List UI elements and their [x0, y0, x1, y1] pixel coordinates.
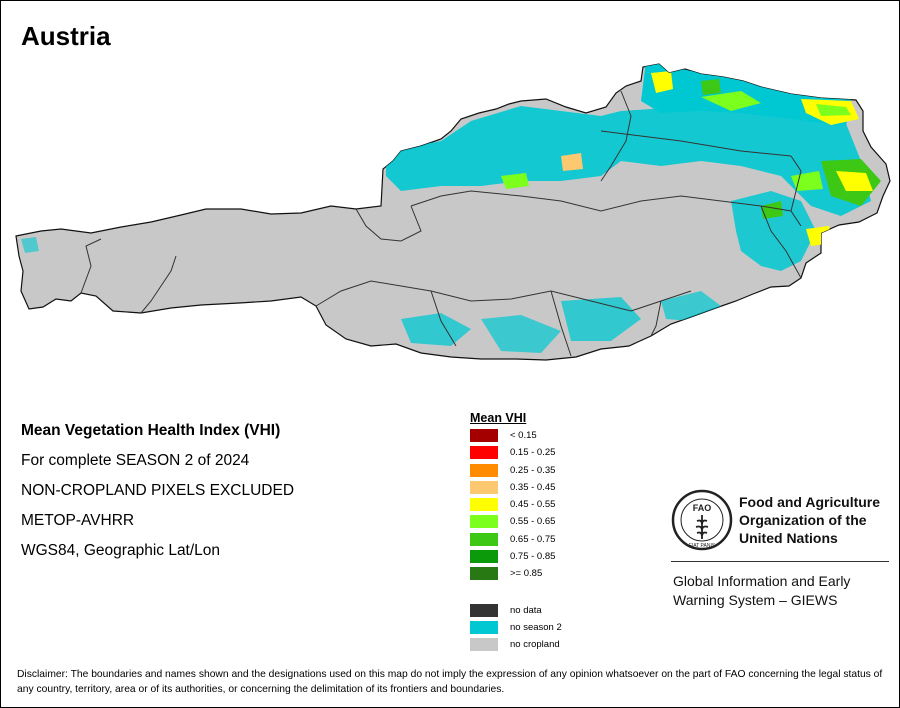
giews-line: Global Information and Early	[673, 573, 851, 589]
legend-label: no data	[510, 604, 542, 616]
map-info: Mean Vegetation Health Index (VHI) For c…	[21, 416, 294, 566]
fao-logo-text: FAO	[693, 503, 712, 513]
legend-label: 0.75 - 0.85	[510, 551, 556, 563]
legend-classes: < 0.15 0.15 - 0.25 0.25 - 0.35 0.35 - 0.…	[470, 428, 555, 584]
legend-swatch	[470, 446, 498, 460]
giews-name: Global Information and Early Warning Sys…	[673, 572, 893, 610]
legend-item: 0.45 - 0.55	[470, 497, 555, 514]
legend-swatch	[470, 429, 498, 442]
legend-label: 0.55 - 0.65	[510, 516, 556, 528]
info-heading: Mean Vegetation Health Index (VHI)	[21, 422, 281, 439]
disclaimer: Disclaimer: The boundaries and names sho…	[17, 669, 883, 695]
fao-name-line: Organization of the	[739, 512, 867, 528]
legend-item: 0.25 - 0.35	[470, 463, 555, 480]
legend-item: 0.65 - 0.75	[470, 532, 555, 549]
legend-item: >= 0.85	[470, 566, 542, 583]
legend-swatch	[470, 498, 498, 512]
legend-swatch	[470, 532, 498, 546]
legend-gap	[470, 584, 526, 603]
legend-item: 0.75 - 0.85	[470, 549, 555, 566]
legend-swatch	[470, 480, 498, 494]
legend-label: 0.45 - 0.55	[510, 499, 556, 511]
no-season-areas	[21, 64, 871, 353]
legend-label: >= 0.85	[510, 568, 543, 580]
legend: Mean VHI < 0.15 0.15 - 0.25 0.25 - 0.35 …	[470, 411, 562, 655]
fao-divider	[671, 561, 889, 562]
legend-swatch	[470, 463, 498, 477]
legend-swatch	[470, 603, 498, 617]
legend-item: no data	[470, 603, 542, 620]
fao-name: Food and Agriculture Organization of the…	[739, 493, 899, 547]
legend-swatch	[470, 515, 498, 529]
fao-name-line: United Nations	[739, 530, 838, 546]
austria-map	[15, 63, 891, 361]
legend-label: no season 2	[510, 621, 562, 633]
legend-label: no cropland	[510, 639, 560, 651]
legend-other: no data no season 2 no cropland	[470, 603, 562, 655]
info-projection: WGS84, Geographic Lat/Lon	[21, 542, 221, 559]
legend-swatch	[470, 620, 498, 634]
province-borders	[80, 90, 802, 357]
legend-label: < 0.15	[510, 430, 537, 441]
legend-item: < 0.15	[470, 428, 537, 445]
legend-title: Mean VHI	[470, 411, 527, 425]
legend-item: 0.15 - 0.25	[470, 445, 555, 462]
fao-name-line: Food and Agriculture	[739, 494, 881, 510]
vhi-moderate-areas	[501, 71, 881, 246]
legend-swatch	[470, 550, 498, 564]
legend-label: 0.65 - 0.75	[510, 533, 556, 545]
fao-logo-motto: FIAT PANIS	[689, 543, 716, 549]
legend-label: 0.35 - 0.45	[510, 481, 556, 493]
legend-item: no season 2	[470, 620, 562, 637]
legend-item: no cropland	[470, 637, 560, 654]
fao-logo-icon: FAO FIAT PANIS	[671, 489, 733, 551]
legend-label: 0.15 - 0.25	[510, 447, 556, 459]
legend-item: 0.55 - 0.65	[470, 514, 555, 531]
info-mask: NON-CROPLAND PIXELS EXCLUDED	[21, 482, 295, 499]
legend-swatch	[470, 638, 498, 652]
country-title: Austria	[21, 21, 111, 51]
info-season: For complete SEASON 2 of 2024	[21, 452, 250, 469]
info-sensor: METOP-AVHRR	[21, 512, 135, 529]
giews-line: Warning System – GIEWS	[673, 592, 838, 608]
legend-item: 0.35 - 0.45	[470, 480, 555, 497]
legend-swatch	[470, 567, 498, 581]
legend-label: 0.25 - 0.35	[510, 464, 556, 476]
